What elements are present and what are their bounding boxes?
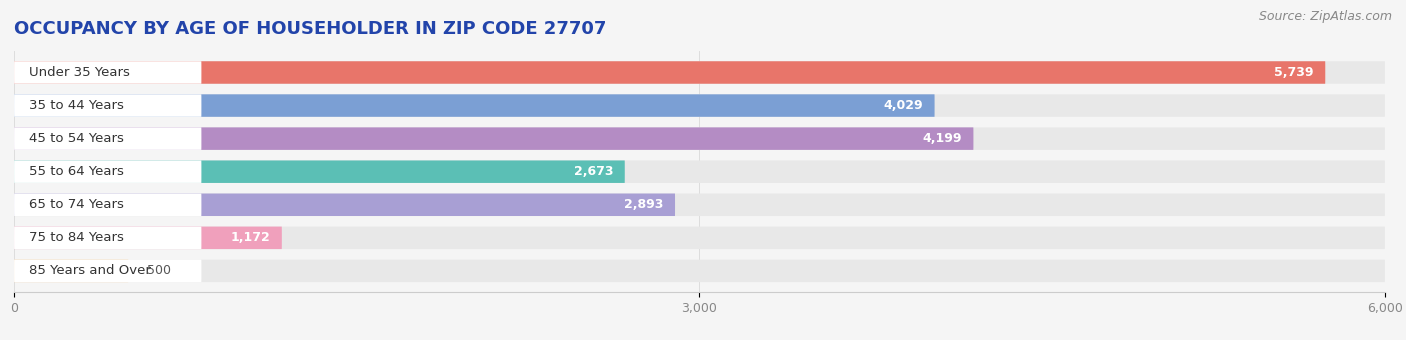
Text: 2,893: 2,893 bbox=[624, 198, 664, 211]
FancyBboxPatch shape bbox=[14, 260, 201, 282]
Text: 1,172: 1,172 bbox=[231, 231, 270, 244]
FancyBboxPatch shape bbox=[14, 160, 1385, 183]
Text: 5,739: 5,739 bbox=[1274, 66, 1313, 79]
Text: Under 35 Years: Under 35 Years bbox=[30, 66, 129, 79]
Text: 4,029: 4,029 bbox=[883, 99, 924, 112]
Text: 35 to 44 Years: 35 to 44 Years bbox=[30, 99, 124, 112]
FancyBboxPatch shape bbox=[14, 226, 281, 249]
FancyBboxPatch shape bbox=[14, 94, 935, 117]
FancyBboxPatch shape bbox=[14, 260, 128, 282]
Text: OCCUPANCY BY AGE OF HOUSEHOLDER IN ZIP CODE 27707: OCCUPANCY BY AGE OF HOUSEHOLDER IN ZIP C… bbox=[14, 20, 606, 38]
Text: 4,199: 4,199 bbox=[922, 132, 962, 145]
FancyBboxPatch shape bbox=[14, 128, 1385, 150]
FancyBboxPatch shape bbox=[14, 160, 201, 183]
Text: 75 to 84 Years: 75 to 84 Years bbox=[30, 231, 124, 244]
FancyBboxPatch shape bbox=[14, 128, 973, 150]
Text: 45 to 54 Years: 45 to 54 Years bbox=[30, 132, 124, 145]
FancyBboxPatch shape bbox=[14, 260, 1385, 282]
FancyBboxPatch shape bbox=[14, 226, 1385, 249]
FancyBboxPatch shape bbox=[14, 94, 1385, 117]
FancyBboxPatch shape bbox=[14, 193, 1385, 216]
Text: 55 to 64 Years: 55 to 64 Years bbox=[30, 165, 124, 178]
FancyBboxPatch shape bbox=[14, 128, 201, 150]
FancyBboxPatch shape bbox=[14, 61, 201, 84]
Text: 65 to 74 Years: 65 to 74 Years bbox=[30, 198, 124, 211]
FancyBboxPatch shape bbox=[14, 193, 201, 216]
FancyBboxPatch shape bbox=[14, 94, 201, 117]
FancyBboxPatch shape bbox=[14, 226, 201, 249]
Text: 85 Years and Over: 85 Years and Over bbox=[30, 265, 150, 277]
FancyBboxPatch shape bbox=[14, 61, 1326, 84]
FancyBboxPatch shape bbox=[14, 193, 675, 216]
Text: 500: 500 bbox=[146, 265, 170, 277]
Text: Source: ZipAtlas.com: Source: ZipAtlas.com bbox=[1258, 10, 1392, 23]
FancyBboxPatch shape bbox=[14, 61, 1385, 84]
Text: 2,673: 2,673 bbox=[574, 165, 613, 178]
FancyBboxPatch shape bbox=[14, 160, 624, 183]
